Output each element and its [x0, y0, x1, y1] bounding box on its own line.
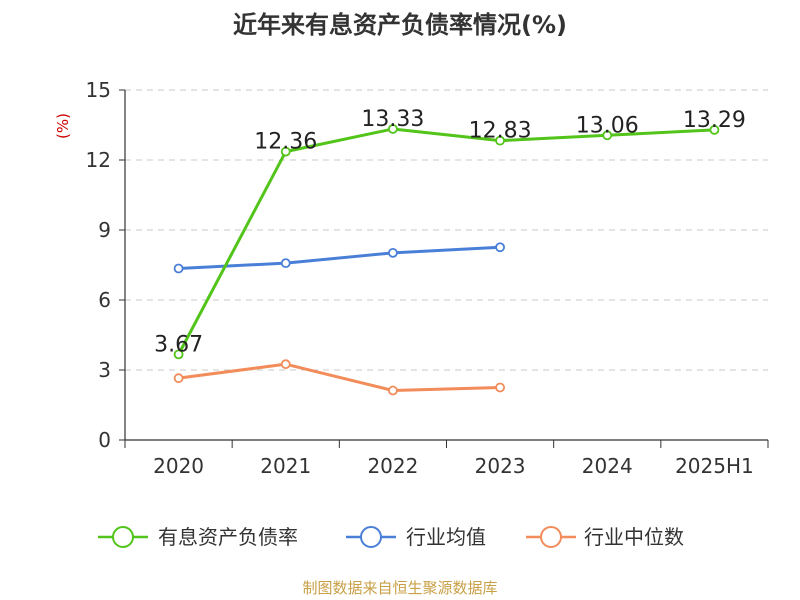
legend-label: 行业均值	[406, 525, 486, 549]
data-point	[280, 146, 291, 157]
x-tick-label: 2025H1	[675, 454, 754, 478]
legend-label: 有息资产负债率	[158, 525, 298, 549]
legend: 有息资产负债率 行业均值 行业中位数	[98, 525, 684, 549]
axes: 0 3 6 9 12 15 2020 2021 2022 2023 2024 2025H1	[86, 78, 769, 478]
data-point	[388, 124, 398, 134]
y-axis-label: (%)	[54, 113, 72, 139]
data-point	[495, 382, 505, 393]
data-label: 13.33	[361, 107, 424, 132]
y-tick-label: 0	[98, 428, 111, 452]
data-label: 12.83	[469, 119, 532, 144]
data-point	[173, 263, 184, 274]
x-tick-label: 2022	[367, 454, 418, 478]
series-line-1	[177, 127, 715, 356]
data-point	[388, 385, 398, 396]
x-tick-label: 2023	[475, 454, 526, 478]
data-label: 13.29	[683, 108, 746, 133]
data-point	[388, 247, 398, 258]
data-point	[602, 130, 613, 141]
x-tick-label: 2024	[582, 454, 633, 478]
legend-label: 行业中位数	[584, 525, 684, 549]
chart-title: 近年来有息资产负债率情况(%)	[233, 11, 567, 39]
series-line-3	[178, 362, 501, 393]
legend-marker	[540, 526, 562, 548]
data-point	[173, 373, 184, 384]
series-line-2	[178, 245, 501, 270]
data-label: 13.06	[576, 113, 639, 138]
data-point	[709, 124, 720, 135]
series-lines	[173, 124, 720, 396]
data-label: 3.67	[154, 332, 203, 357]
grid-lines	[125, 89, 768, 371]
legend-marker	[112, 526, 134, 548]
y-tick-label: 15	[86, 78, 111, 102]
y-tick-label: 12	[86, 148, 111, 172]
y-tick-label: 6	[98, 288, 111, 312]
x-tick-label: 2020	[153, 454, 204, 478]
data-point	[495, 135, 505, 146]
data-point	[280, 359, 291, 370]
data-point	[280, 258, 291, 269]
legend-marker	[360, 526, 382, 548]
data-point	[495, 242, 505, 253]
y-tick-label: 3	[98, 358, 111, 382]
data-labels: 3.67 12.36 13.33 12.83 13.06 13.29	[154, 107, 746, 357]
source-note: 制图数据来自恒生聚源数据库	[302, 579, 497, 597]
x-tick-label: 2021	[260, 454, 311, 478]
data-label: 12.36	[254, 130, 317, 155]
y-tick-label: 9	[98, 218, 111, 242]
data-point	[173, 349, 184, 360]
